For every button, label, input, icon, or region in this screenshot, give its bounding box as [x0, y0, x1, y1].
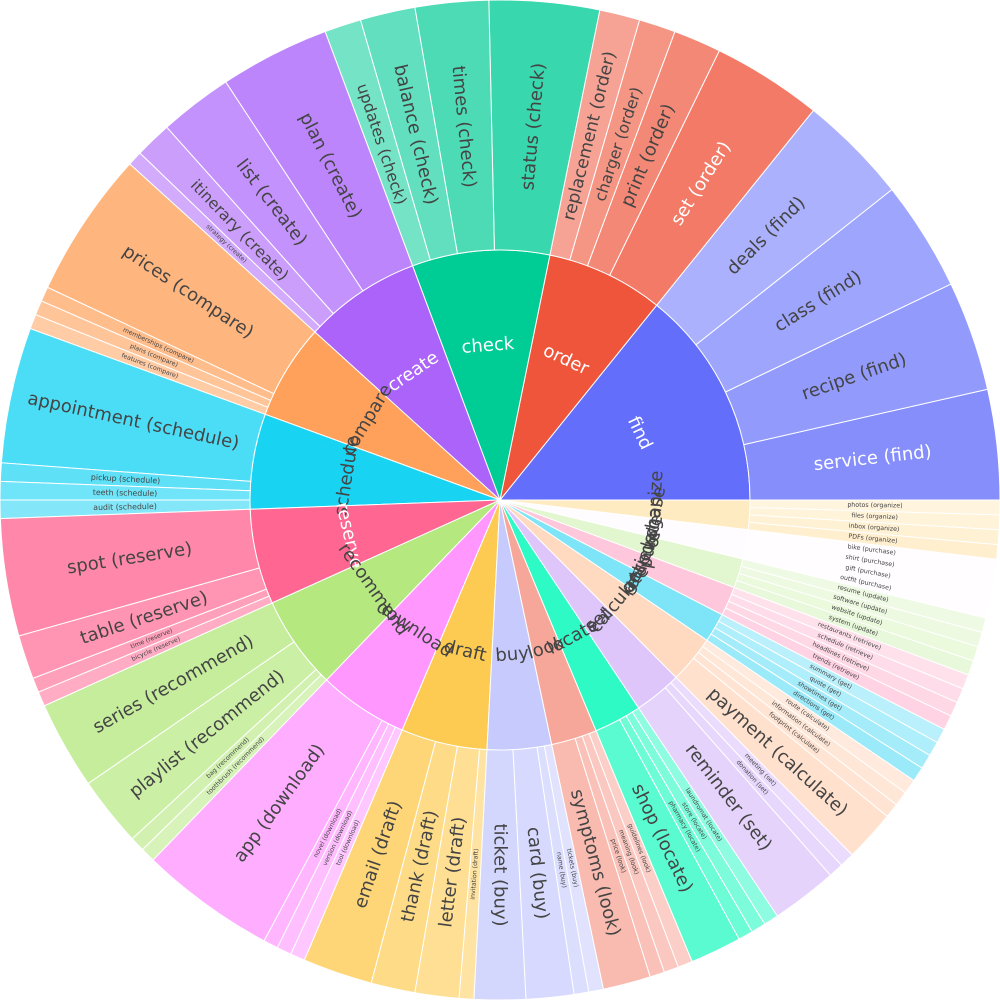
sunburst-wedges — [0, 0, 1000, 1000]
